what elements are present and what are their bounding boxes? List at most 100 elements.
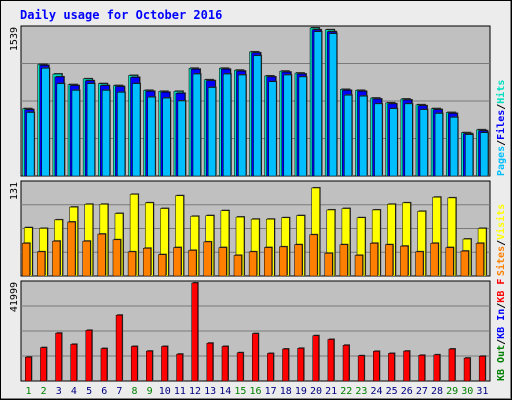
day-label-24: 24 <box>371 386 383 397</box>
day-label-31: 31 <box>476 386 488 397</box>
legend-item-files: Files <box>495 110 507 140</box>
day-label-26: 26 <box>401 386 413 397</box>
bar-pages-day-11 <box>177 100 186 177</box>
bar-pages-day-29 <box>449 117 458 177</box>
bar-pages-day-20 <box>313 31 322 177</box>
legend-item-visits: Visits <box>495 204 507 240</box>
bar-sites-day-16 <box>248 251 257 277</box>
legend-item-sites: Sites <box>495 246 507 276</box>
bar-pages-day-1 <box>26 112 35 177</box>
bar-pages-day-16 <box>253 55 262 177</box>
bar-kb-f-day-24 <box>373 351 380 382</box>
bar-sites-day-7 <box>112 239 121 277</box>
bar-sites-day-6 <box>97 233 106 277</box>
legend-item-pages: Pages <box>496 146 507 176</box>
bar-pages-day-14 <box>223 73 232 177</box>
day-label-15: 15 <box>234 386 246 397</box>
bar-sites-day-4 <box>67 221 76 277</box>
bar-kb-f-day-17 <box>267 353 274 382</box>
bar-pages-day-21 <box>328 33 337 177</box>
bar-sites-day-5 <box>82 240 91 277</box>
legend-separator: / <box>496 140 507 146</box>
bar-pages-day-23 <box>359 95 368 177</box>
bar-pages-day-2 <box>41 68 50 177</box>
scale-label-hits: 1539 <box>9 27 20 51</box>
legend-separator: / <box>496 104 507 110</box>
day-label-30: 30 <box>461 386 473 397</box>
day-axis: 1 2 3 4 5 6 7 8 9 10 11 12 13 14 15 16 17 18 19 20 21 22 23 24 2… <box>26 386 489 397</box>
day-label-7: 7 <box>116 386 122 397</box>
day-label-9: 9 <box>147 386 153 397</box>
bar-pages-day-31 <box>480 132 489 177</box>
bar-pages-day-7 <box>117 92 126 177</box>
bar-kb-f-day-10 <box>161 346 168 382</box>
day-label-16: 16 <box>249 386 261 397</box>
bar-sites-day-18 <box>279 246 288 277</box>
day-label-23: 23 <box>355 386 367 397</box>
day-label-6: 6 <box>101 386 107 397</box>
bar-pages-day-4 <box>71 90 80 177</box>
bar-pages-day-12 <box>192 73 201 177</box>
bar-sites-day-3 <box>52 240 61 277</box>
bar-kb-f-day-26 <box>403 350 410 382</box>
bar-sites-day-27 <box>415 251 424 277</box>
bar-sites-day-12 <box>188 250 197 277</box>
bar-sites-day-24 <box>369 243 378 277</box>
day-label-28: 28 <box>431 386 443 397</box>
day-label-11: 11 <box>174 386 186 397</box>
bar-kb-f-day-29 <box>448 348 456 382</box>
day-label-20: 20 <box>310 386 322 397</box>
bar-kb-f-day-3 <box>55 332 62 382</box>
bar-pages-day-24 <box>374 103 383 177</box>
day-label-5: 5 <box>86 386 92 397</box>
bar-sites-day-29 <box>445 247 454 277</box>
bar-pages-day-9 <box>147 96 156 177</box>
legend-separator: / <box>496 339 507 345</box>
bar-pages-day-6 <box>101 90 110 177</box>
bar-sites-day-20 <box>309 234 318 277</box>
bar-pages-day-17 <box>268 81 277 177</box>
bar-pages-day-25 <box>389 108 398 177</box>
legend-item-kb-f: KB F <box>496 279 507 303</box>
bar-kb-f-day-5 <box>85 330 93 382</box>
day-label-12: 12 <box>189 386 201 397</box>
legend-separator: / <box>496 240 507 246</box>
legend-kb: KB Out/KB In/KB F <box>496 279 507 381</box>
bar-kb-f-day-30 <box>463 357 471 382</box>
bar-kb-f-day-28 <box>433 354 441 382</box>
legend-separator: / <box>496 303 507 309</box>
bar-sites-day-17 <box>264 247 273 277</box>
bar-pages-day-27 <box>419 109 428 177</box>
bar-kb-f-day-13 <box>206 342 214 382</box>
panel-kb: 41999 KB Out/KB In/KB F <box>9 279 507 382</box>
bar-sites-day-28 <box>430 243 439 277</box>
bar-pages-day-28 <box>434 113 443 177</box>
bar-sites-day-21 <box>324 253 333 277</box>
day-label-17: 17 <box>265 386 277 397</box>
bar-sites-day-31 <box>475 243 484 277</box>
bar-sites-day-1 <box>21 243 30 277</box>
bar-pages-day-19 <box>298 76 307 177</box>
day-label-18: 18 <box>280 386 292 397</box>
bar-pages-day-26 <box>404 103 413 177</box>
bar-sites-day-13 <box>203 241 212 277</box>
bar-sites-day-10 <box>158 254 167 277</box>
frame-shadow-right <box>510 1 511 399</box>
bar-sites-day-19 <box>294 244 303 277</box>
bar-kb-f-day-7 <box>115 314 123 382</box>
scale-label-kb: 41999 <box>9 282 20 312</box>
legend-visits: Sites/Visits <box>495 204 507 276</box>
bar-pages-day-30 <box>465 134 474 177</box>
day-label-4: 4 <box>71 386 77 397</box>
bar-kb-f-day-2 <box>40 347 47 382</box>
day-label-25: 25 <box>386 386 398 397</box>
bar-kb-f-day-12 <box>191 282 198 382</box>
bar-kb-f-day-25 <box>388 353 395 382</box>
bar-kb-f-day-16 <box>251 333 259 382</box>
bar-kb-f-day-19 <box>297 348 304 382</box>
bar-kb-f-day-14 <box>221 346 229 382</box>
bar-sites-day-15 <box>233 255 242 277</box>
bar-kb-f-day-27 <box>418 355 425 382</box>
